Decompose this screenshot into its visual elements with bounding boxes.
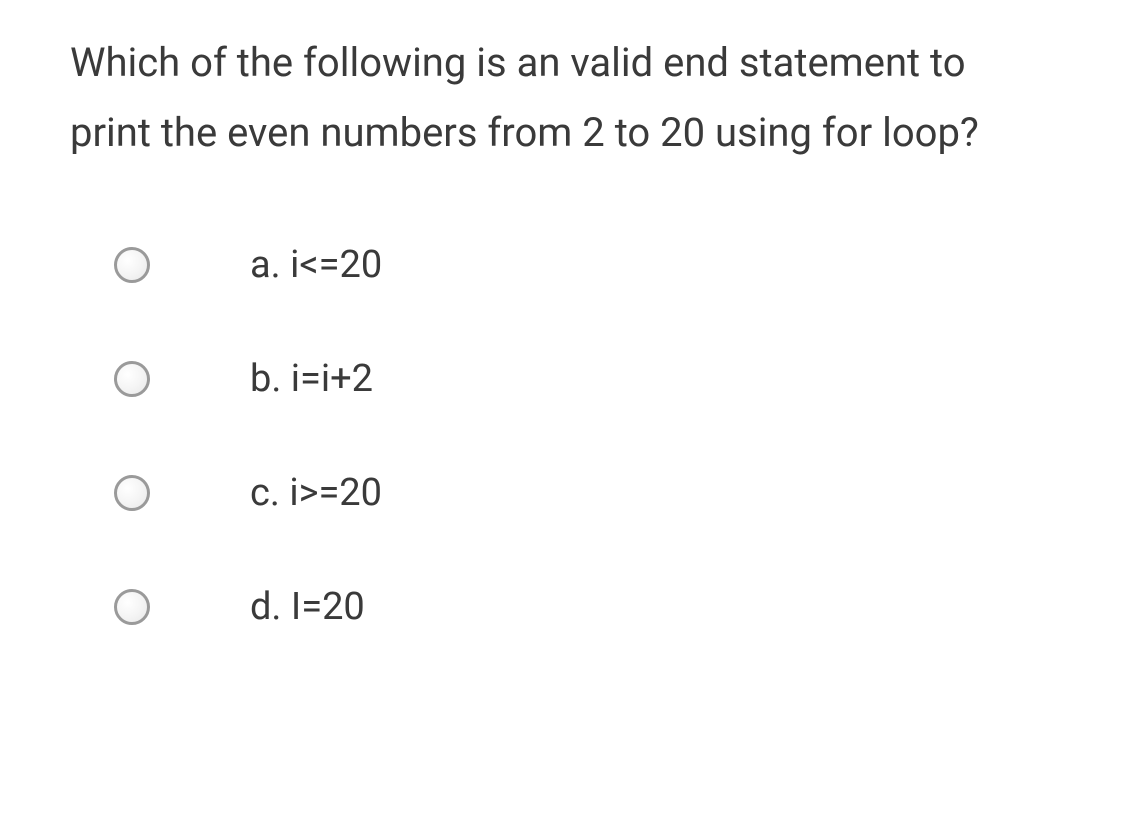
radio-button-a[interactable] <box>114 247 150 283</box>
option-label-a: a. i<=20 <box>250 243 382 287</box>
radio-button-c[interactable] <box>114 475 150 511</box>
option-row-b[interactable]: b. i=i+2 <box>114 357 1055 401</box>
question-text: Which of the following is an valid end s… <box>70 28 1055 168</box>
option-label-b: b. i=i+2 <box>250 357 373 401</box>
question-container: Which of the following is an valid end s… <box>70 28 1055 629</box>
option-label-d: d. I=20 <box>250 585 365 629</box>
option-row-c[interactable]: c. i>=20 <box>114 471 1055 515</box>
radio-button-d[interactable] <box>114 589 150 625</box>
options-container: a. i<=20 b. i=i+2 c. i>=20 d. I=20 <box>70 243 1055 629</box>
option-row-d[interactable]: d. I=20 <box>114 585 1055 629</box>
radio-button-b[interactable] <box>114 361 150 397</box>
option-row-a[interactable]: a. i<=20 <box>114 243 1055 287</box>
option-label-c: c. i>=20 <box>250 471 382 515</box>
